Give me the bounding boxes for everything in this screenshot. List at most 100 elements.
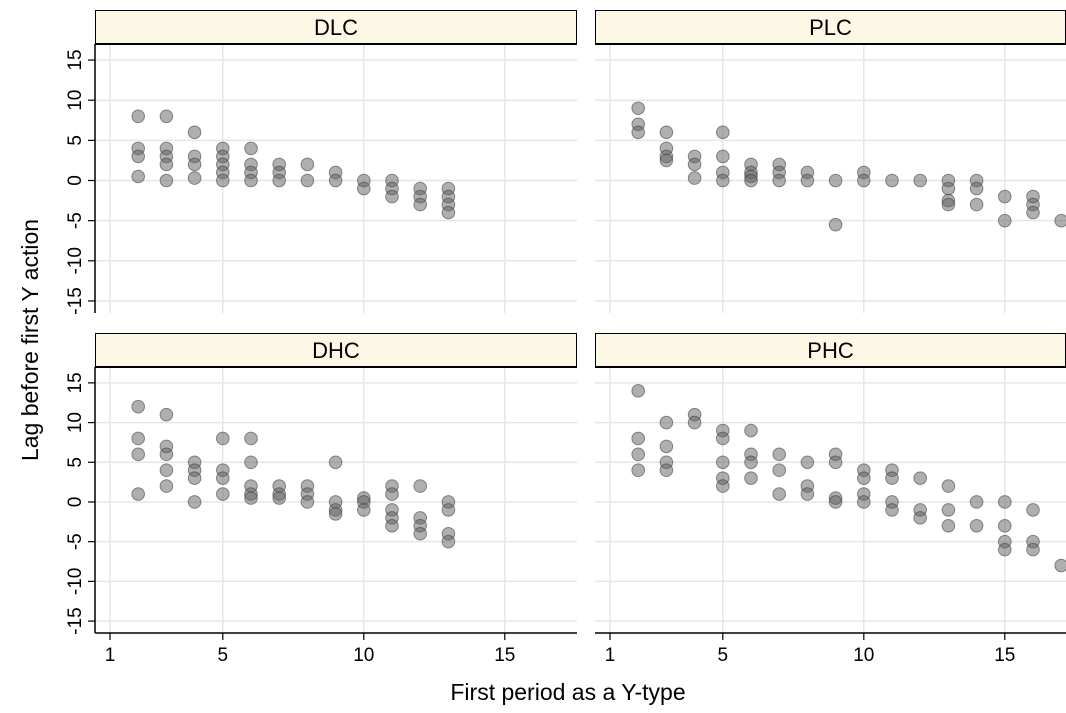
data-point <box>970 496 983 509</box>
panel-title: DHC <box>312 338 360 363</box>
y-tick-label: 0 <box>65 497 86 508</box>
data-point <box>160 448 173 461</box>
y-tick-label: 15 <box>65 372 86 393</box>
data-point <box>632 448 645 461</box>
panels-layer: DLC151050-5-10-15PLCDHC151050-5-10-15151… <box>65 11 1066 667</box>
data-point <box>660 440 673 453</box>
data-point <box>717 480 730 493</box>
data-point <box>301 174 314 187</box>
data-point <box>942 504 955 517</box>
data-point <box>217 472 230 485</box>
data-point <box>132 150 145 163</box>
data-point <box>745 424 758 437</box>
data-point <box>942 480 955 493</box>
y-tick-label: 0 <box>65 175 86 186</box>
data-point <box>217 488 230 501</box>
data-point <box>999 496 1012 509</box>
data-point <box>717 432 730 445</box>
data-point <box>329 456 342 469</box>
y-tick-label: 10 <box>65 90 86 111</box>
x-axis-label: First period as a Y-type <box>450 679 685 705</box>
data-point <box>717 150 730 163</box>
data-point <box>160 174 173 187</box>
data-point <box>1055 559 1066 572</box>
panel-dlc: DLC151050-5-10-15 <box>65 11 577 315</box>
data-point <box>773 464 786 477</box>
data-point <box>217 432 230 445</box>
data-point <box>386 488 399 501</box>
panel-plc: PLC <box>595 11 1066 314</box>
data-point <box>745 456 758 469</box>
data-point <box>329 508 342 521</box>
x-tick-label: 15 <box>994 645 1015 666</box>
data-point <box>999 543 1012 556</box>
data-point <box>414 198 427 211</box>
data-point <box>914 472 927 485</box>
y-tick-label: -15 <box>65 287 86 314</box>
data-point <box>442 535 455 548</box>
y-tick-label: -15 <box>65 607 86 634</box>
data-point <box>773 448 786 461</box>
y-tick-label: 15 <box>65 49 86 70</box>
data-point <box>999 520 1012 533</box>
data-point <box>1027 504 1040 517</box>
x-tick-label: 1 <box>605 645 616 666</box>
data-point <box>273 174 286 187</box>
data-point <box>160 408 173 421</box>
data-point <box>717 456 730 469</box>
x-tick-label: 5 <box>718 645 729 666</box>
panel-title: DLC <box>314 15 358 40</box>
data-point <box>329 174 342 187</box>
y-tick-label: -5 <box>65 533 86 550</box>
data-point <box>886 472 899 485</box>
data-point <box>632 126 645 139</box>
data-point <box>1027 543 1040 556</box>
data-point <box>414 480 427 493</box>
y-tick-label: -10 <box>65 247 86 274</box>
data-point <box>970 182 983 195</box>
data-point <box>188 158 201 171</box>
data-point <box>688 158 701 171</box>
data-point <box>132 110 145 123</box>
data-point <box>386 190 399 203</box>
data-point <box>801 456 814 469</box>
panel-title: PHC <box>807 338 854 363</box>
data-point <box>632 385 645 398</box>
data-point <box>188 126 201 139</box>
data-point <box>970 198 983 211</box>
data-point <box>773 488 786 501</box>
data-point <box>660 464 673 477</box>
data-point <box>660 416 673 429</box>
panel-title: PLC <box>809 15 852 40</box>
data-point <box>688 416 701 429</box>
data-point <box>301 158 314 171</box>
data-point <box>245 492 258 505</box>
data-point <box>829 496 842 509</box>
data-point <box>245 456 258 469</box>
data-point <box>886 504 899 517</box>
data-point <box>188 172 201 185</box>
data-point <box>745 174 758 187</box>
data-point <box>717 126 730 139</box>
data-point <box>660 154 673 167</box>
data-point <box>829 174 842 187</box>
data-point <box>942 182 955 195</box>
data-point <box>188 472 201 485</box>
data-point <box>414 527 427 540</box>
y-tick-label: -10 <box>65 568 86 595</box>
data-point <box>160 158 173 171</box>
data-point <box>442 206 455 219</box>
data-point <box>1027 206 1040 219</box>
data-point <box>217 174 230 187</box>
data-point <box>301 496 314 509</box>
data-point <box>1055 214 1066 227</box>
data-point <box>886 174 899 187</box>
data-point <box>188 496 201 509</box>
y-axis-label: Lag before first Y action <box>17 219 43 461</box>
data-point <box>942 520 955 533</box>
data-point <box>132 170 145 183</box>
data-point <box>660 126 673 139</box>
data-point <box>386 520 399 533</box>
x-tick-label: 5 <box>218 645 229 666</box>
